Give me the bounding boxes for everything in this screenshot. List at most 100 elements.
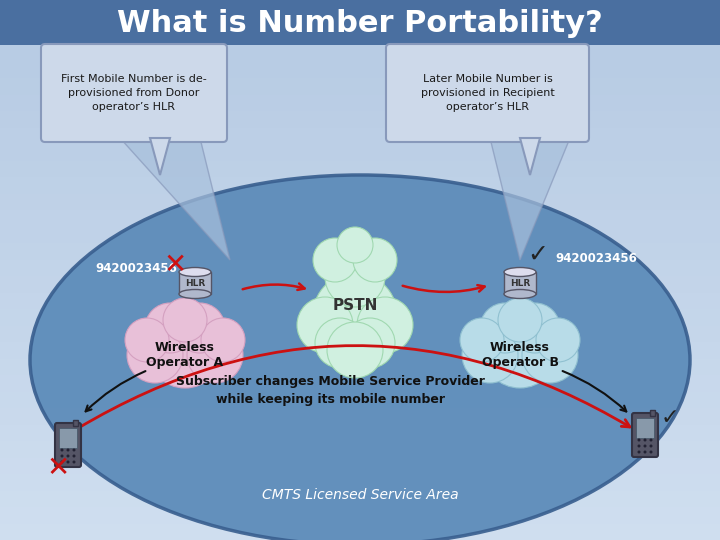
Bar — [0, 309, 720, 326]
FancyArrowPatch shape — [402, 285, 485, 292]
Circle shape — [315, 318, 365, 368]
Circle shape — [498, 298, 542, 342]
Circle shape — [127, 327, 183, 383]
Circle shape — [637, 444, 641, 448]
Text: Wireless
Operator A: Wireless Operator A — [146, 341, 224, 369]
Circle shape — [66, 449, 70, 451]
Text: CMTS Licensed Service Area: CMTS Licensed Service Area — [261, 488, 459, 502]
Circle shape — [60, 455, 63, 457]
Bar — [0, 45, 720, 62]
Circle shape — [297, 297, 353, 353]
Bar — [0, 193, 720, 211]
Text: HLR: HLR — [185, 279, 205, 287]
Bar — [0, 424, 720, 442]
Bar — [0, 408, 720, 425]
Bar — [0, 276, 720, 293]
Circle shape — [522, 327, 578, 383]
Polygon shape — [120, 138, 230, 260]
Bar — [0, 457, 720, 475]
Circle shape — [644, 450, 647, 454]
Bar — [73, 420, 78, 426]
Circle shape — [510, 303, 560, 353]
Bar — [59, 428, 77, 448]
Bar — [0, 0, 720, 45]
Ellipse shape — [504, 267, 536, 276]
Bar — [0, 260, 720, 276]
Circle shape — [60, 461, 63, 463]
Circle shape — [201, 318, 245, 362]
Bar — [0, 127, 720, 145]
Bar — [0, 474, 720, 491]
Bar — [0, 226, 720, 244]
Bar — [0, 392, 720, 408]
Polygon shape — [520, 138, 540, 175]
Circle shape — [649, 444, 652, 448]
Ellipse shape — [179, 289, 211, 299]
Ellipse shape — [504, 289, 536, 299]
FancyBboxPatch shape — [55, 423, 81, 467]
Text: Later Mobile Number is
provisioned in Recipient
operator’s HLR: Later Mobile Number is provisioned in Re… — [420, 74, 554, 112]
Circle shape — [66, 455, 70, 457]
Circle shape — [357, 297, 413, 353]
Bar — [179, 272, 211, 294]
Circle shape — [649, 438, 652, 442]
Circle shape — [480, 303, 530, 353]
Bar — [0, 94, 720, 111]
Text: ✕: ✕ — [46, 454, 70, 482]
Circle shape — [644, 438, 647, 442]
Circle shape — [163, 298, 207, 342]
Bar — [0, 375, 720, 392]
Polygon shape — [490, 138, 570, 260]
Circle shape — [327, 322, 383, 378]
Bar — [650, 410, 655, 416]
Bar — [0, 441, 720, 458]
Circle shape — [482, 312, 558, 388]
Text: 9420023456: 9420023456 — [555, 252, 637, 265]
Circle shape — [536, 318, 580, 362]
FancyArrowPatch shape — [86, 371, 145, 411]
Ellipse shape — [30, 175, 690, 540]
Bar — [0, 177, 720, 194]
Bar — [0, 507, 720, 524]
FancyArrowPatch shape — [77, 346, 630, 429]
Bar — [0, 359, 720, 375]
Circle shape — [313, 273, 397, 357]
Circle shape — [60, 449, 63, 451]
Circle shape — [353, 238, 397, 282]
Circle shape — [460, 318, 504, 362]
Circle shape — [644, 444, 647, 448]
Bar — [0, 293, 720, 309]
Bar — [0, 111, 720, 128]
Bar — [0, 62, 720, 78]
Circle shape — [145, 303, 195, 353]
Bar — [0, 243, 720, 260]
FancyBboxPatch shape — [386, 44, 589, 142]
FancyBboxPatch shape — [41, 44, 227, 142]
Bar — [0, 78, 720, 95]
Bar — [0, 490, 720, 508]
Text: What is Number Portability?: What is Number Portability? — [117, 10, 603, 38]
Circle shape — [73, 455, 76, 457]
Bar — [0, 523, 720, 540]
Circle shape — [345, 318, 395, 368]
Ellipse shape — [179, 267, 211, 276]
Circle shape — [637, 450, 641, 454]
Circle shape — [325, 247, 385, 307]
Text: First Mobile Number is de-
provisioned from Donor
operator’s HLR: First Mobile Number is de- provisioned f… — [61, 74, 207, 112]
Bar — [0, 342, 720, 359]
Bar — [504, 272, 536, 294]
Bar — [0, 144, 720, 161]
Polygon shape — [150, 138, 170, 175]
Bar — [0, 210, 720, 227]
Text: Subscriber changes Mobile Service Provider
while keeping its mobile number: Subscriber changes Mobile Service Provid… — [176, 375, 485, 406]
Circle shape — [313, 238, 357, 282]
Circle shape — [125, 318, 169, 362]
Text: 9420023456: 9420023456 — [95, 261, 177, 274]
Circle shape — [462, 327, 518, 383]
Text: Wireless
Operator B: Wireless Operator B — [482, 341, 559, 369]
Text: PSTN: PSTN — [333, 298, 378, 313]
Text: ✕: ✕ — [163, 251, 186, 279]
Circle shape — [175, 303, 225, 353]
Text: ✓: ✓ — [527, 243, 548, 267]
Circle shape — [637, 438, 641, 442]
